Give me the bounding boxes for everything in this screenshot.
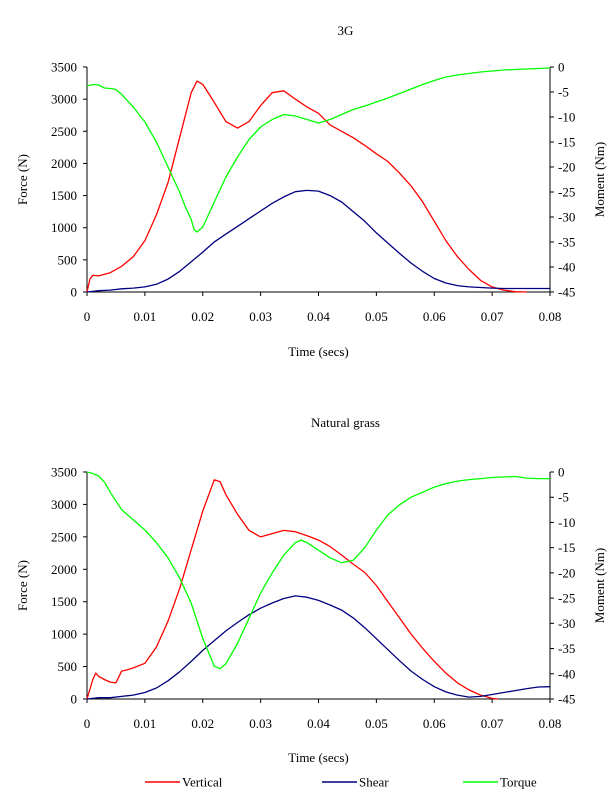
x-axis-label: Time (secs) [288,344,349,359]
x-tick-label: 0.07 [481,309,504,324]
y2-tick-label: -45 [558,285,575,300]
y-tick-label: 500 [58,252,78,267]
series-line-torque [86,471,550,670]
x-tick-label: 0.04 [307,716,330,731]
x-tick-label: 0 [84,716,91,731]
chart-3g: 3G 0 500 1000 1500 2000 2500 3000 3500 0 -5 -10 -15 -… [15,23,607,359]
y-tick-label: 0 [71,692,78,707]
x-tick-label: 0.08 [539,309,562,324]
y-tick-label: 500 [58,659,78,674]
y2-tick-label: -25 [558,185,575,200]
x-tick-label: 0.01 [134,716,157,731]
x-tick-label: 0 [84,309,91,324]
series-line-shear [86,189,550,293]
y-tick-label: 3000 [51,497,77,512]
y-tick-label: 2000 [51,156,77,171]
x-axis-label: Time (secs) [288,750,349,765]
x-tick-label: 0.03 [249,716,272,731]
y2-tick-label: -45 [558,692,575,707]
y-tick-label: 2500 [51,529,77,544]
y-tick-label: 0 [71,285,78,300]
y2-tick-label: -10 [558,110,575,125]
y2-tick-label: 0 [558,60,565,75]
x-tick-label: 0.06 [423,309,446,324]
y2-tick-label: -40 [558,260,575,275]
x-tick-label: 0.03 [249,309,272,324]
y2-tick-label: -20 [558,160,575,175]
series-line-torque [86,67,551,233]
x-tick-label: 0.02 [191,309,214,324]
y-tick-label: 2500 [51,124,77,139]
legend-label-vertical: Vertical [182,775,223,790]
y2-axis-label: Moment (Nm) [592,142,607,217]
x-tick-label: 0.02 [191,716,214,731]
x-tick-label: 0.05 [365,716,388,731]
y2-tick-label: -35 [558,235,575,250]
y-tick-label: 3000 [51,92,77,107]
y2-tick-label: -5 [558,490,569,505]
y2-axis-label: Moment (Nm) [592,548,607,623]
y2-tick-label: -30 [558,210,575,225]
chart-title: Natural grass [311,415,380,430]
x-tick-label: 0.07 [481,716,504,731]
chart-title: 3G [338,23,354,38]
legend: Vertical Shear Torque [145,775,537,790]
y2-tick-label: -40 [558,666,575,681]
legend-label-torque: Torque [500,775,537,790]
y2-tick-label: -5 [558,85,569,100]
y2-tick-label: -15 [558,135,575,150]
legend-label-shear: Shear [359,775,389,790]
series-line-shear [86,595,551,700]
x-tick-label: 0.06 [423,716,446,731]
y2-tick-label: -10 [558,515,575,530]
series-line-vertical [86,80,527,293]
x-tick-label: 0.01 [134,309,157,324]
y2-tick-label: 0 [558,465,565,480]
y-tick-label: 1500 [51,188,77,203]
chart-natural-grass: Natural grass 0 500 1000 1500 2000 2500 3000 350… [15,415,607,765]
y-tick-label: 3500 [51,60,77,75]
series-line-vertical [86,479,498,700]
y2-tick-label: -30 [558,616,575,631]
y-tick-label: 2000 [51,562,77,577]
x-tick-label: 0.04 [307,309,330,324]
y2-tick-label: -20 [558,565,575,580]
y-tick-label: 3500 [51,465,77,480]
y-tick-label: 1500 [51,594,77,609]
y2-tick-label: -35 [558,641,575,656]
y-tick-label: 1000 [51,627,77,642]
y-tick-label: 1000 [51,220,77,235]
y2-tick-label: -15 [558,540,575,555]
x-tick-label: 0.08 [539,716,562,731]
x-tick-label: 0.05 [365,309,388,324]
y-axis-label: Force (N) [15,154,30,205]
y2-tick-label: -25 [558,591,575,606]
y-axis-label: Force (N) [15,560,30,611]
